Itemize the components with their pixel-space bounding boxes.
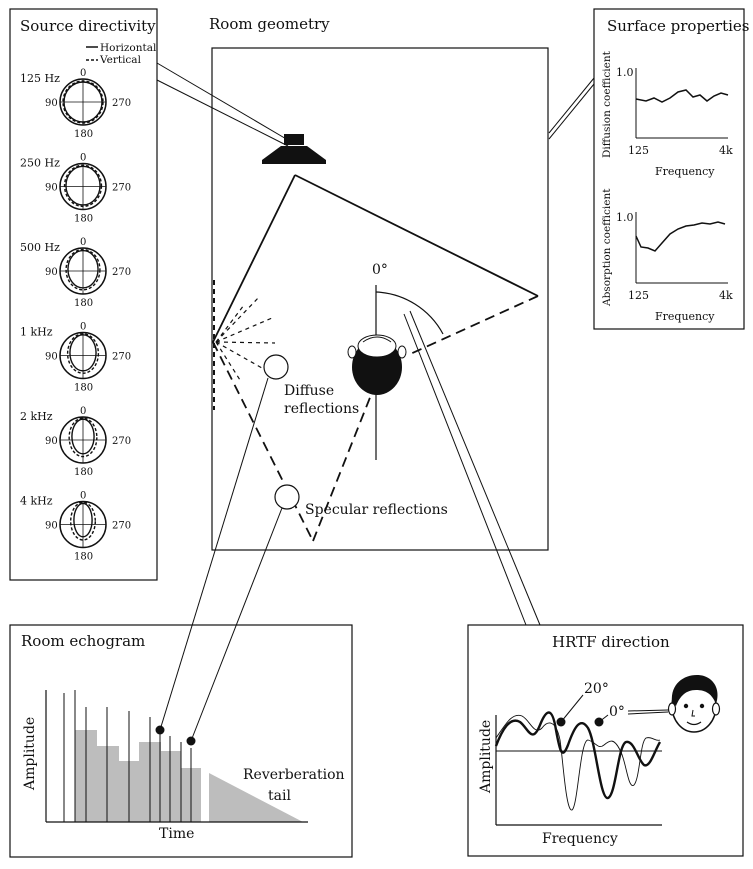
absorption-x-end: 4k (719, 289, 733, 302)
diffuse-reflection-marker (263, 354, 289, 380)
diffusion-ymax: 1.0 (616, 66, 634, 79)
hrtf-panel: HRTF direction 20° 0° Amplitude Freq (467, 624, 744, 857)
band-label: 500 Hz (20, 241, 60, 254)
room-echogram-title: Room echogram (21, 632, 145, 650)
hrtf-curve-0deg (495, 714, 661, 811)
hrtf-xlabel: Frequency (542, 831, 618, 847)
absorption-plot: Absorption coefficient 1.0 125 4k Freque… (601, 188, 733, 323)
room-echogram-panel: Room echogram (9, 377, 353, 858)
legend-vertical: Vertical (99, 54, 142, 66)
surface-properties-title: Surface properties (607, 17, 750, 35)
angle-180-label: 180 (74, 383, 93, 394)
angle-270-label: 270 (112, 267, 131, 278)
angle-180-label: 180 (74, 552, 93, 563)
diffusion-plot: Diffusion coefficient 1.0 125 4k Frequen… (601, 50, 733, 178)
angle-90-label: 90 (45, 183, 58, 194)
absorption-ymax: 1.0 (616, 211, 634, 224)
angle-0-label: 0 (80, 153, 86, 164)
angle-0-label: 0 (80, 406, 86, 417)
angle-0-label: 0 (80, 491, 86, 502)
angle-0-label: 0 (80, 322, 86, 333)
face-icon (667, 675, 721, 733)
hrtf-20deg-label: 20° (584, 681, 609, 697)
polar-plot: 125 Hz 0 90 270 180 (20, 68, 131, 140)
leader-hrtf-b (409, 310, 541, 626)
head-angle-label: 0° (372, 262, 388, 278)
angle-90-label: 90 (45, 267, 58, 278)
echogram-impulses (63, 690, 192, 822)
angle-270-label: 270 (112, 183, 131, 194)
polar-plot: 1 kHz 0 90 270 180 (20, 322, 131, 394)
band-label: 250 Hz (20, 157, 60, 170)
diffusion-xlabel: Frequency (655, 165, 715, 178)
diffuse-scatter (215, 295, 276, 381)
angle-270-label: 270 (112, 521, 131, 532)
angle-270-label: 270 (112, 352, 131, 363)
angle-90-label: 90 (45, 98, 58, 109)
diffusion-x-start: 125 (628, 144, 649, 157)
leader-hrtf-a (403, 313, 527, 626)
band-label: 2 kHz (20, 410, 53, 423)
angle-90-label: 90 (45, 436, 58, 447)
diffuse-label-line1: Diffuse (284, 383, 334, 399)
ray-paths (212, 174, 539, 542)
echogram-xlabel: Time (159, 826, 194, 842)
angle-90-label: 90 (45, 352, 58, 363)
angle-arc (375, 291, 444, 335)
angle-0-label: 0 (80, 237, 86, 248)
diffusion-x-end: 4k (719, 144, 733, 157)
band-label: 4 kHz (20, 495, 53, 508)
angle-180-label: 180 (74, 467, 93, 478)
absorption-ylabel: Absorption coefficient (601, 188, 613, 307)
room-geometry-panel: Room geometry (156, 15, 595, 626)
hrtf-ylabel: Amplitude (478, 720, 494, 794)
hrtf-0deg-label: 0° (609, 704, 625, 720)
reverb-tail-label-line2: tail (268, 788, 291, 804)
leader-diffuse-to-echogram (159, 377, 269, 731)
leader-specular-to-echogram (190, 507, 283, 742)
loudspeaker-icon (262, 134, 326, 164)
directivity-legend: Horizontal Vertical (86, 42, 157, 66)
angle-180-label: 180 (74, 214, 93, 225)
angle-0-label: 0 (80, 68, 86, 79)
band-label: 125 Hz (20, 72, 60, 85)
leader-surface-upper (548, 83, 595, 140)
absorption-xlabel: Frequency (655, 310, 715, 323)
leader-surface-lower (548, 77, 595, 134)
echogram-ylabel: Amplitude (22, 717, 38, 791)
hrtf-title: HRTF direction (552, 633, 670, 651)
angle-270-label: 270 (112, 98, 131, 109)
surface-properties-panel: Surface properties Diffusion coefficient… (593, 8, 750, 330)
diffusion-ylabel: Diffusion coefficient (601, 50, 613, 158)
angle-270-label: 270 (112, 436, 131, 447)
legend-horizontal: Horizontal (100, 42, 157, 54)
diffuse-label-line2: reflections (284, 401, 359, 417)
angle-180-label: 180 (74, 298, 93, 309)
band-label: 1 kHz (20, 326, 53, 339)
leader-directivity-upper (156, 62, 289, 141)
polar-plot: 250 Hz 0 90 270 180 (20, 153, 131, 225)
absorption-x-start: 125 (628, 289, 649, 302)
polar-plot: 2 kHz 0 90 270 180 (20, 406, 131, 478)
room-outline (211, 47, 549, 551)
polar-plot: 500 Hz 0 90 270 180 (20, 237, 131, 309)
specular-reflection-marker (274, 484, 300, 510)
reverb-tail-label-line1: Reverberation (243, 767, 345, 783)
listener-head-icon (347, 334, 407, 395)
polar-plot: 4 kHz 0 90 270 180 (20, 491, 131, 563)
leader-directivity-lower (156, 79, 289, 147)
source-directivity-panel: Source directivity Horizontal Vertical 1… (9, 8, 158, 581)
specular-label: Specular reflections (305, 502, 448, 518)
angle-180-label: 180 (74, 129, 93, 140)
hrtf-curve-20deg (494, 711, 662, 800)
source-directivity-title: Source directivity (20, 17, 156, 35)
room-geometry-title: Room geometry (209, 15, 330, 33)
angle-90-label: 90 (45, 521, 58, 532)
